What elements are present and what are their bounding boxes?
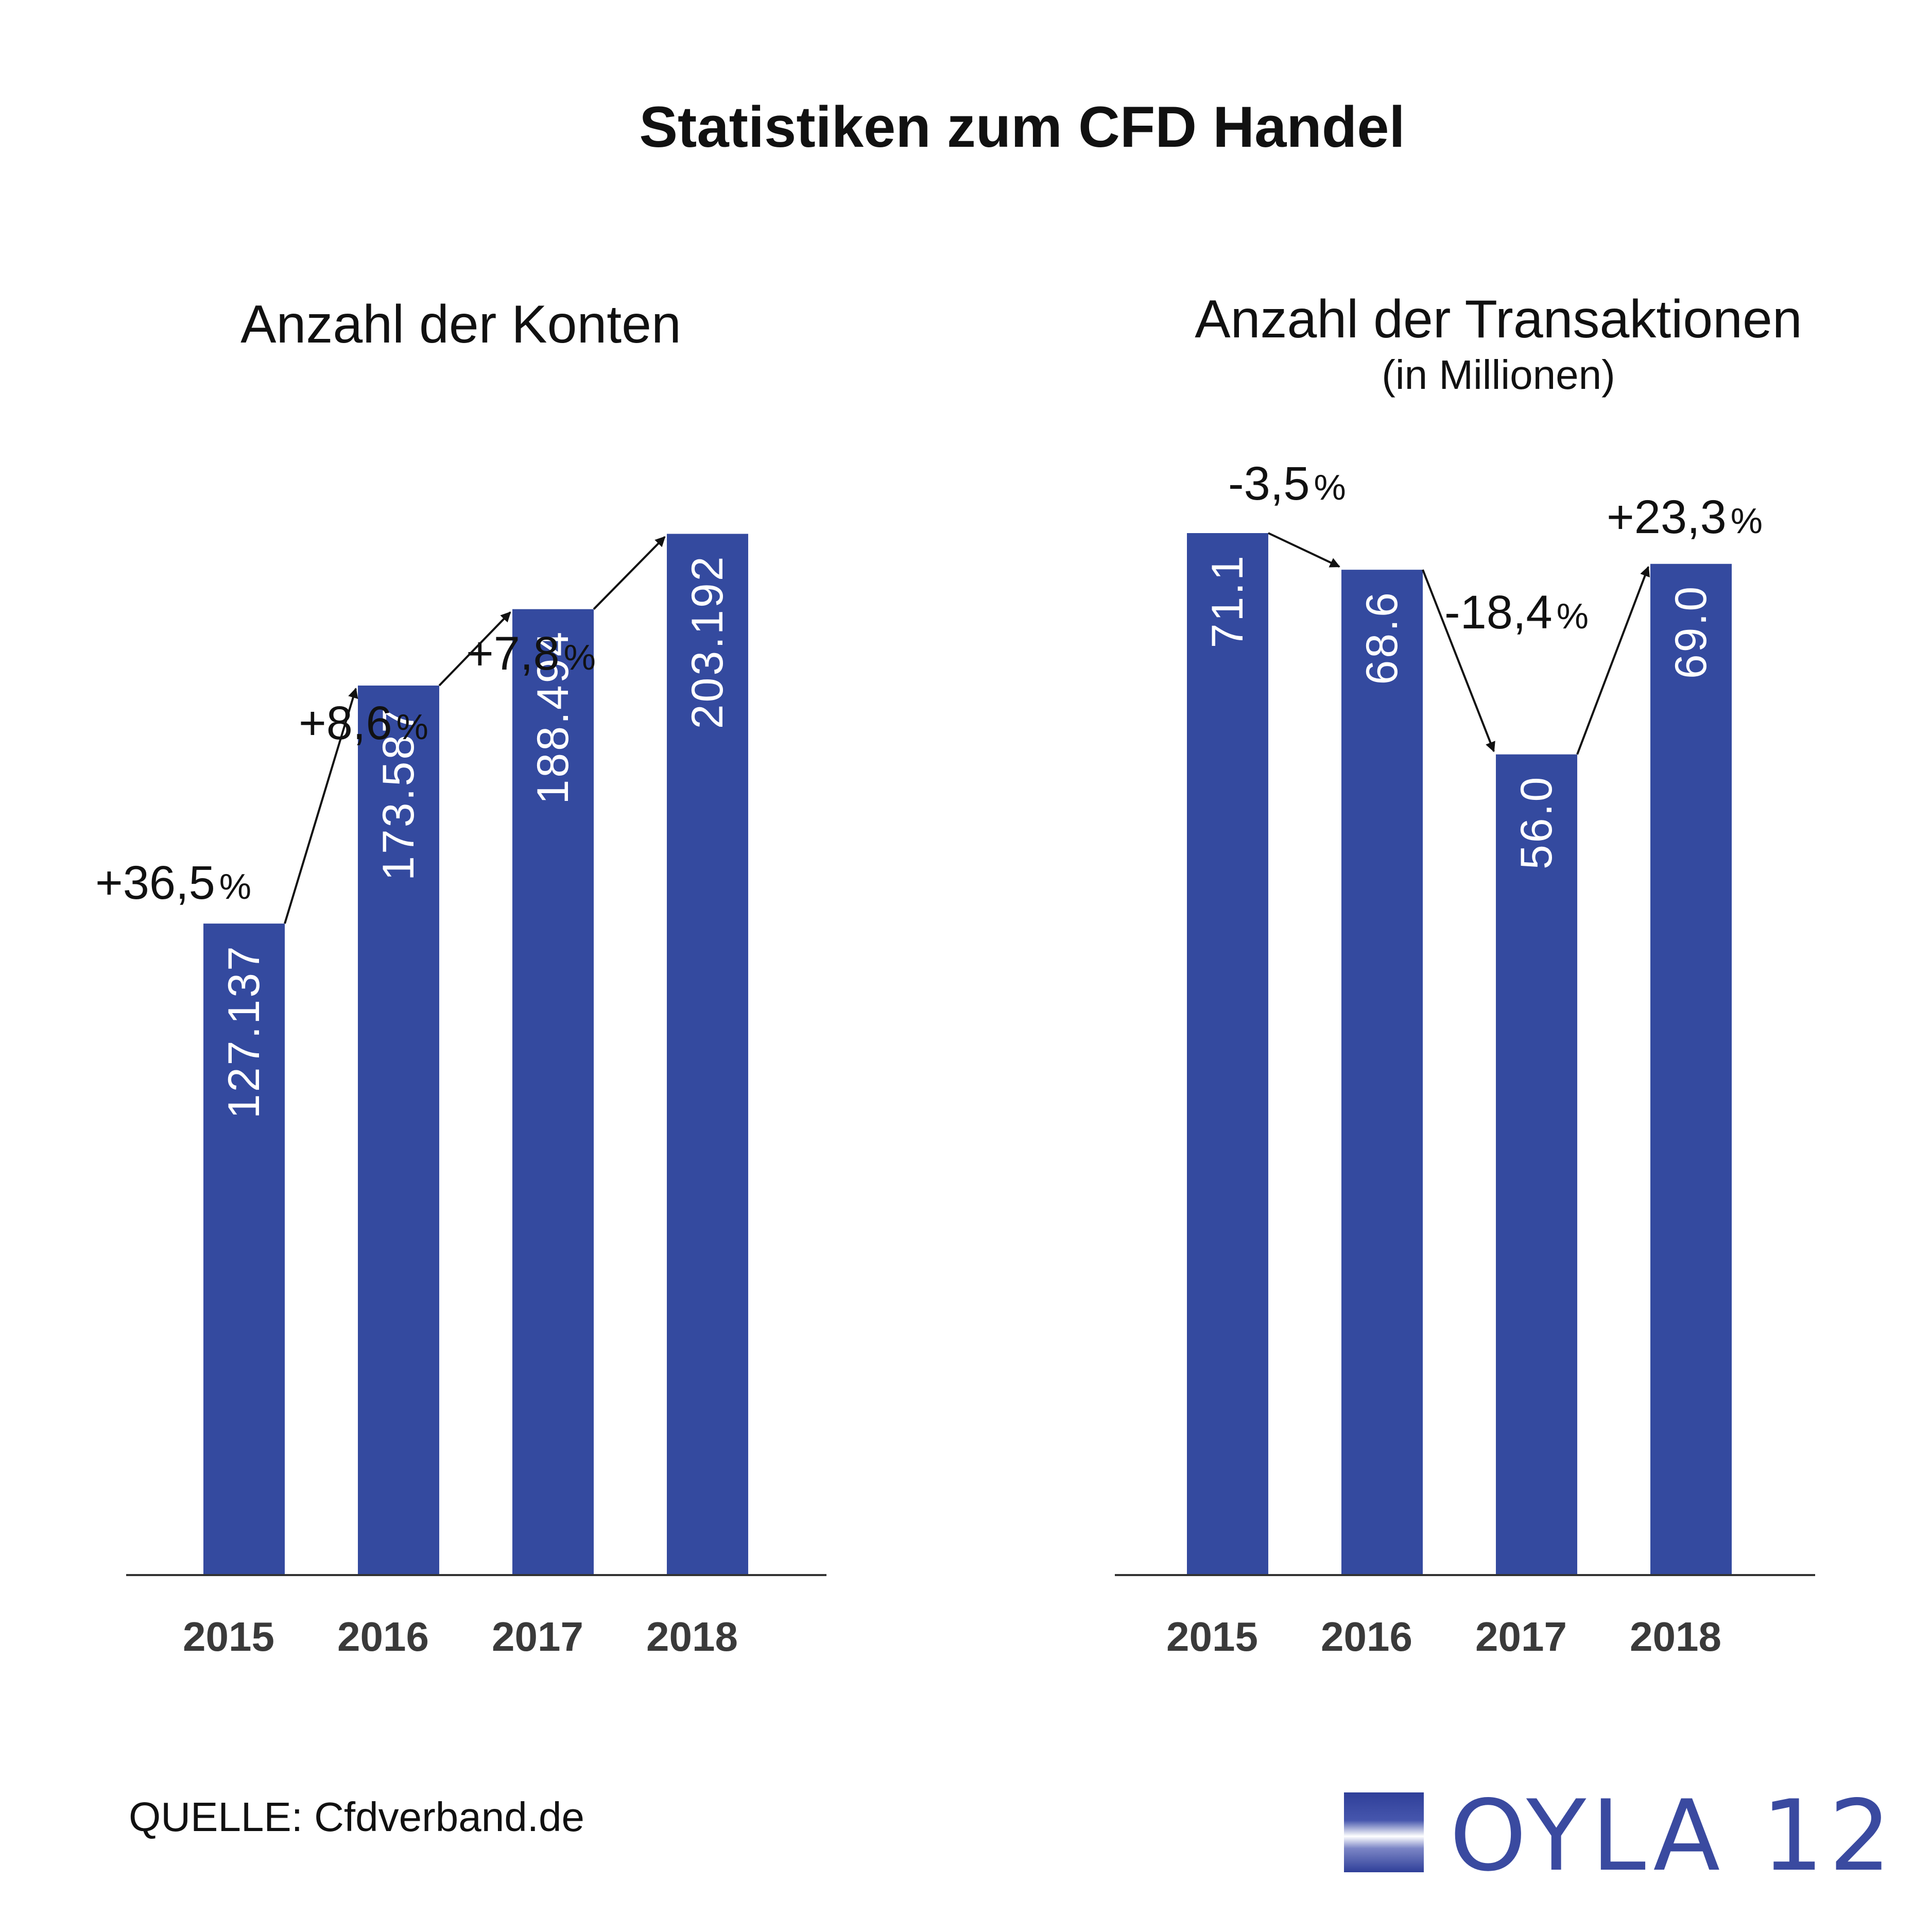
bar-value-label: 203.192 [683, 554, 732, 729]
change-arrow [593, 536, 666, 610]
bar-value-label: 71.1 [1203, 554, 1252, 648]
year-label: 2017 [1475, 1614, 1567, 1660]
change-label: +36,5% [95, 857, 251, 909]
change-arrow [1422, 569, 1495, 753]
bar-2016 [1341, 570, 1423, 1575]
year-label: 2016 [337, 1614, 429, 1660]
year-label: 2015 [183, 1614, 274, 1660]
bar-2015 [203, 924, 285, 1575]
logo-emblem [1344, 1792, 1424, 1872]
bar-value-label: 68.6 [1357, 590, 1407, 685]
year-label: 2016 [1321, 1614, 1412, 1660]
change-label: +23,3% [1607, 491, 1763, 543]
bar-value-label: 56.0 [1512, 775, 1561, 869]
bar-value-label: 127.137 [219, 944, 269, 1119]
change-arrow [1576, 566, 1650, 755]
accounts-chart: Anzahl der Konten 127.137 2015 173.587 2016 1… [95, 295, 826, 1660]
change-arrow [1268, 532, 1340, 568]
year-label: 2015 [1166, 1614, 1258, 1660]
change-arrow [438, 611, 511, 687]
bar-2018 [667, 534, 748, 1575]
bar-2015 [1187, 533, 1268, 1575]
bar-2016 [358, 685, 439, 1575]
transactions-chart: Anzahl der Transaktionen(in Millionen) 71… [1115, 289, 1815, 1660]
change-arrow [284, 688, 358, 924]
chart-subtitle: (in Millionen) [1382, 352, 1615, 398]
year-label: 2018 [1630, 1614, 1721, 1660]
bar-value-label: 188.494 [528, 630, 578, 805]
logo-text: OYLA 12 [1450, 1779, 1896, 1893]
bar-value-label: 69.0 [1666, 585, 1716, 679]
change-label: -3,5% [1228, 457, 1346, 510]
chart-title: Anzahl der Konten [240, 295, 681, 354]
bar-2017 [512, 609, 594, 1575]
change-label: -18,4% [1444, 586, 1589, 639]
year-label: 2018 [646, 1614, 738, 1660]
page-title: Statistiken zum CFD Handel [639, 95, 1405, 159]
chart-title: Anzahl der Transaktionen [1195, 289, 1802, 349]
bar-2017 [1496, 754, 1577, 1575]
year-label: 2017 [492, 1614, 583, 1660]
bar-2018 [1650, 563, 1732, 1575]
logo: OYLA 12 [1344, 1779, 1896, 1893]
source-note: QUELLE: Cfdverband.de [129, 1794, 584, 1840]
bar-value-label: 173.587 [374, 706, 423, 881]
